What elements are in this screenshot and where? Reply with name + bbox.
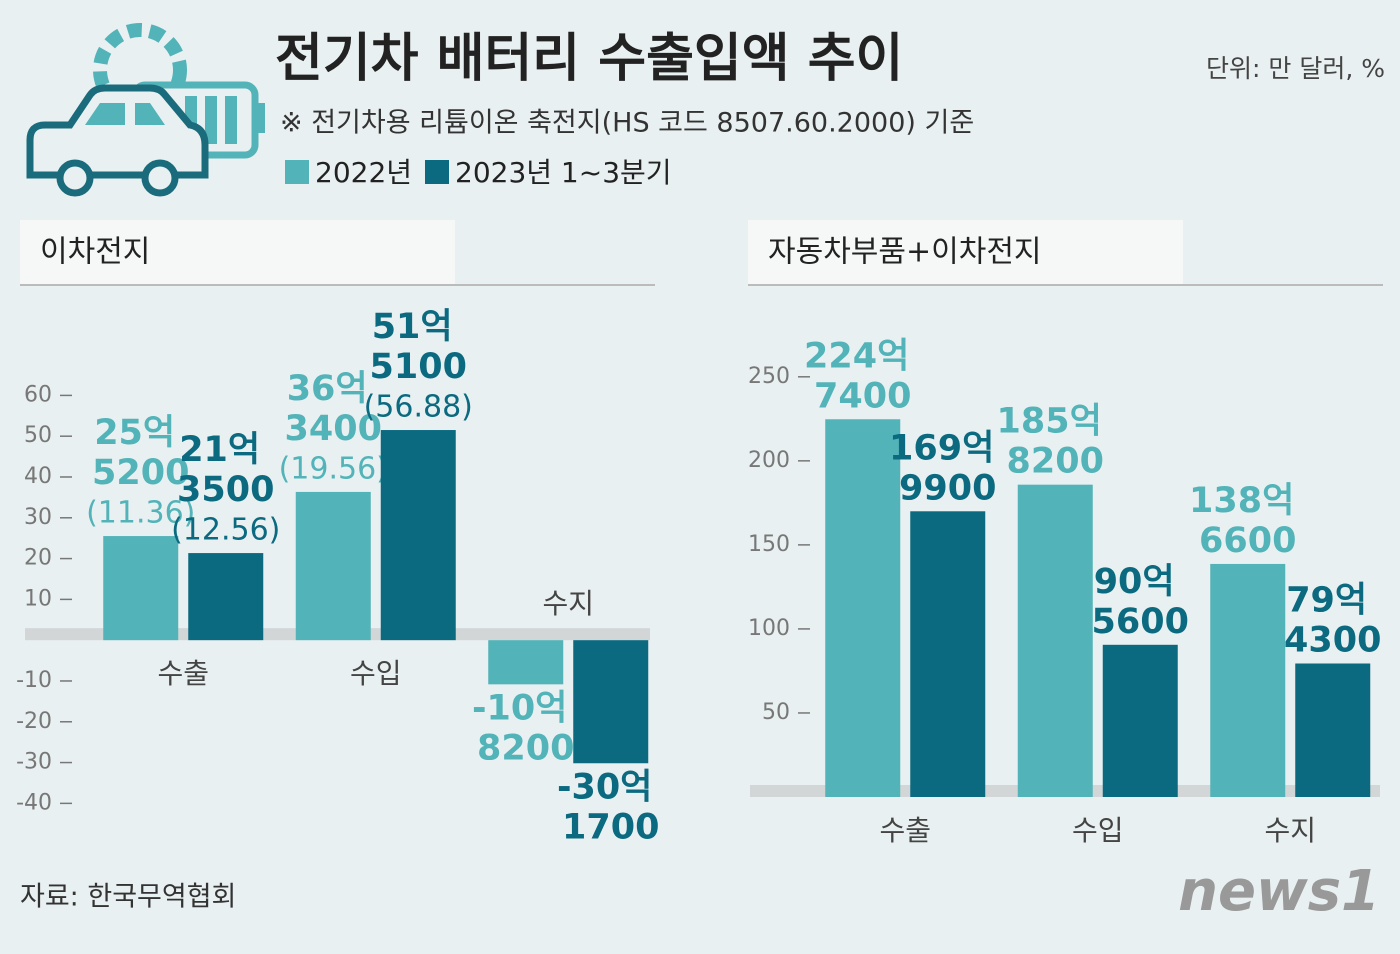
title: 전기차 배터리 수출입액 추이 — [275, 29, 903, 89]
share-label: (11.36) — [86, 496, 195, 531]
value-label: 79억 4300 — [1284, 580, 1381, 660]
value-label: 169억 9900 — [889, 428, 1006, 508]
source: 자료: 한국무역협회 — [20, 882, 236, 913]
y-tick-label: 60 — [24, 382, 52, 407]
share-label: (56.88) — [364, 390, 473, 425]
legend-swatch — [285, 160, 309, 184]
bar — [1102, 644, 1178, 797]
value-label: -10억 8200 — [472, 688, 580, 768]
y-tick-label: 50 — [24, 423, 52, 448]
panel-title: 자동차부품+이차전지 — [768, 235, 1042, 270]
value-label: 25억 5200 — [92, 413, 189, 493]
value-label: -30억 1700 — [557, 767, 665, 847]
y-tick-label: 250 — [748, 364, 790, 389]
bar — [1017, 484, 1093, 797]
y-tick-label: 30 — [24, 505, 52, 530]
value-label: 224억 7400 — [804, 336, 921, 416]
unit: 단위: 만 달러, % — [1206, 54, 1385, 83]
y-tick-label: -20 — [16, 709, 52, 734]
y-tick-label: 50 — [762, 700, 790, 725]
x-tick-label: 수지 — [1264, 814, 1316, 847]
y-tick-label: -10 — [16, 668, 52, 693]
y-tick-label: 40 — [24, 464, 52, 489]
panel-title: 이차전지 — [40, 235, 150, 270]
logo: news1 — [1178, 859, 1380, 924]
bar — [103, 536, 179, 641]
share-label: (19.56) — [279, 451, 388, 486]
x-tick-label: 수지 — [542, 587, 594, 620]
y-tick-label: 20 — [24, 546, 52, 571]
bar — [825, 419, 901, 797]
bar — [1295, 663, 1371, 797]
x-tick-label: 수입 — [1072, 814, 1124, 847]
panel-tab — [20, 220, 455, 284]
bar — [188, 553, 264, 641]
value-label: 138억 6600 — [1189, 481, 1306, 561]
bar — [380, 430, 456, 641]
y-tick-label: 10 — [24, 586, 52, 611]
panel-tab — [748, 220, 1183, 284]
bar — [910, 511, 986, 797]
y-tick-label: 150 — [748, 532, 790, 557]
x-tick-label: 수출 — [157, 657, 209, 690]
bar — [573, 640, 649, 764]
legend-label: 2023년 1~3분기 — [455, 156, 672, 189]
value-label: 51억 5100 — [370, 307, 467, 387]
value-label: 36억 3400 — [285, 369, 382, 449]
plots: -40 -30 -20 -10 10 20 30 40 50 60 수출 25억 5200(11.36… — [16, 307, 1381, 847]
icon — [26, 23, 265, 197]
value-label: 21억 3500 — [177, 430, 274, 510]
value-label: 185억 8200 — [997, 402, 1114, 482]
y-tick-label: 100 — [748, 616, 790, 641]
y-tick-label: -40 — [16, 790, 52, 815]
x-tick-label: 수출 — [879, 814, 931, 847]
value-label: 90억 5600 — [1092, 562, 1189, 642]
x-tick-label: 수입 — [350, 657, 402, 690]
y-tick-label: -30 — [16, 750, 52, 775]
legend-swatch — [425, 160, 449, 184]
bar — [1210, 563, 1286, 797]
share-label: (12.56) — [171, 513, 280, 548]
legend-label: 2022년 — [315, 156, 412, 189]
bar — [295, 491, 371, 641]
subtitle: ※ 전기차용 리튬이온 축전지(HS 코드 8507.60.2000) 기준 — [280, 108, 974, 139]
bar — [488, 640, 564, 685]
y-tick-label: 200 — [748, 448, 790, 473]
